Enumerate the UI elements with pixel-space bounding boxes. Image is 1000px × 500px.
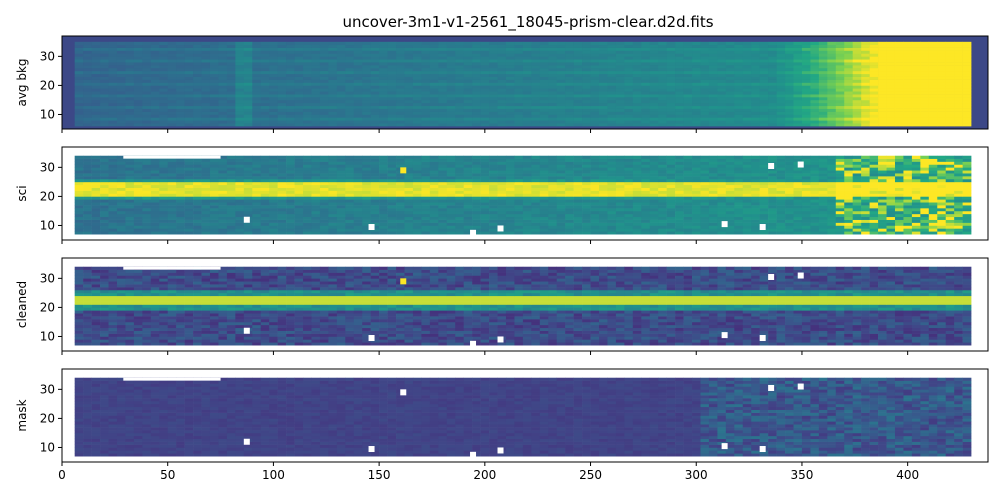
y-tick-label: 10 xyxy=(40,107,55,121)
axes-frame xyxy=(61,146,989,241)
masked-pixel xyxy=(368,446,375,453)
x-tick-label: 50 xyxy=(160,468,175,482)
masked-pixel xyxy=(243,327,250,334)
masked-pixel xyxy=(470,229,477,236)
figure-title: uncover-3m1-v1-2561_18045-prism-clear.d2… xyxy=(342,13,713,32)
masked-region xyxy=(123,266,221,270)
heatmap-image xyxy=(74,266,972,346)
masked-pixel xyxy=(721,443,728,450)
masked-pixel xyxy=(768,273,775,280)
y-tick-label: 10 xyxy=(40,218,55,232)
masked-pixel xyxy=(470,340,477,347)
x-tick-label: 150 xyxy=(368,468,391,482)
y-tick-label: 20 xyxy=(40,411,55,425)
y-tick-label: 30 xyxy=(40,160,55,174)
masked-pixel xyxy=(368,224,375,231)
masked-pixel xyxy=(797,161,804,168)
y-tick-label: 30 xyxy=(40,271,55,285)
masked-pixel xyxy=(759,224,766,231)
x-tick-label: 400 xyxy=(896,468,919,482)
masked-pixel xyxy=(243,438,250,445)
y-axis-label: mask xyxy=(15,399,29,431)
masked-region xyxy=(123,377,221,381)
y-axis-label: avg bkg xyxy=(15,58,29,106)
x-tick-label: 350 xyxy=(791,468,814,482)
heatmap-image xyxy=(74,41,972,127)
y-tick-label: 10 xyxy=(40,440,55,454)
panels: 10 20 30 avg bkg 10 20 30 sci 10 20 30 cleaned 10 20 3… xyxy=(15,35,989,482)
masked-pixel xyxy=(368,335,375,342)
y-axis-label: sci xyxy=(15,185,29,201)
masked-region xyxy=(123,155,221,159)
masked-pixel xyxy=(400,389,407,396)
masked-pixel xyxy=(243,216,250,223)
axes-frame xyxy=(61,35,989,130)
masked-pixel xyxy=(400,278,407,285)
y-tick-label: 20 xyxy=(40,189,55,203)
heatmap-image xyxy=(74,155,972,235)
panel-avg-bkg: 10 20 30 avg bkg xyxy=(15,35,989,133)
axes-frame xyxy=(61,368,989,463)
masked-pixel xyxy=(759,335,766,342)
masked-pixel xyxy=(497,336,504,343)
masked-pixel xyxy=(400,167,407,174)
x-tick-label: 100 xyxy=(262,468,285,482)
y-tick-label: 20 xyxy=(40,78,55,92)
y-tick-label: 20 xyxy=(40,300,55,314)
masked-pixel xyxy=(759,446,766,453)
y-tick-label: 30 xyxy=(40,382,55,396)
x-tick-label: 200 xyxy=(473,468,496,482)
x-tick-label: 0 xyxy=(58,468,66,482)
panel-cleaned: 10 20 30 cleaned xyxy=(15,257,989,355)
masked-pixel xyxy=(797,383,804,390)
y-tick-label: 10 xyxy=(40,329,55,343)
masked-pixel xyxy=(721,332,728,339)
masked-pixel xyxy=(497,225,504,232)
heatmap-image xyxy=(74,377,972,457)
y-axis-label: cleaned xyxy=(15,281,29,328)
masked-pixel xyxy=(721,221,728,228)
axes-frame xyxy=(61,257,989,352)
y-tick-label: 30 xyxy=(40,49,55,63)
masked-pixel xyxy=(768,162,775,169)
masked-pixel xyxy=(497,447,504,454)
panel-sci: 10 20 30 sci xyxy=(15,146,989,244)
masked-pixel xyxy=(470,451,477,458)
masked-pixel xyxy=(797,272,804,279)
x-tick-label: 300 xyxy=(685,468,708,482)
x-tick-label: 250 xyxy=(579,468,602,482)
masked-pixel xyxy=(768,384,775,391)
